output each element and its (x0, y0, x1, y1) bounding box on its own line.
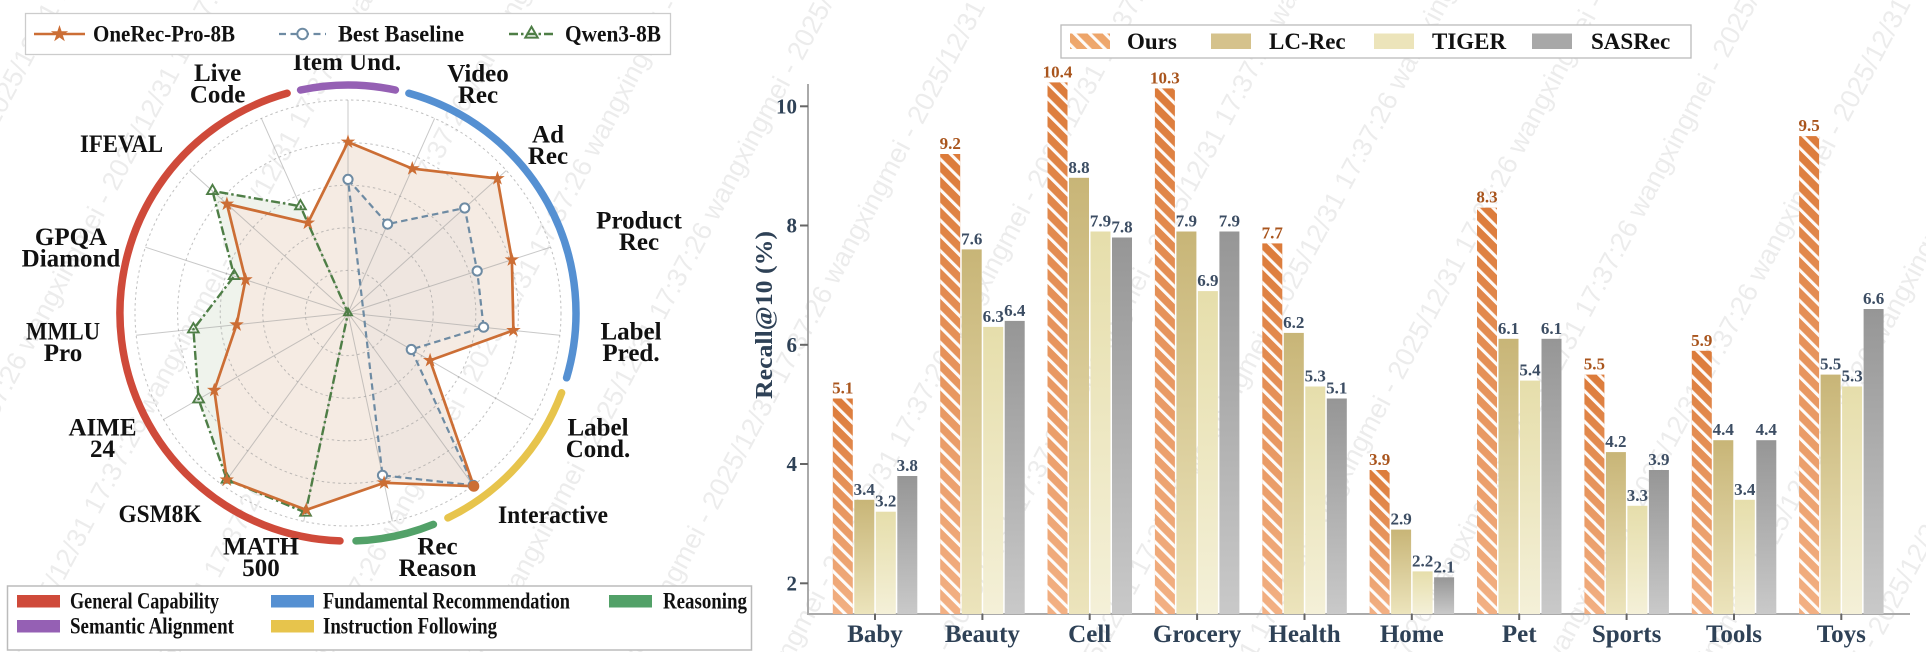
svg-text:5.5: 5.5 (1820, 355, 1841, 374)
svg-text:7.9: 7.9 (1176, 212, 1197, 231)
svg-text:Reasoning: Reasoning (663, 589, 747, 614)
svg-text:5.9: 5.9 (1691, 331, 1712, 350)
svg-text:GPQA: GPQA (35, 224, 107, 251)
svg-text:10: 10 (776, 94, 797, 118)
svg-text:10.4: 10.4 (1043, 62, 1073, 81)
svg-text:7.8: 7.8 (1111, 218, 1132, 237)
svg-text:10.3: 10.3 (1150, 68, 1180, 87)
svg-text:6.3: 6.3 (983, 307, 1004, 326)
svg-text:Diamond: Diamond (22, 245, 121, 272)
svg-text:3.4: 3.4 (854, 480, 876, 499)
svg-text:Tools: Tools (1706, 621, 1762, 648)
svg-text:Toys: Toys (1817, 621, 1866, 648)
svg-text:Ours: Ours (1127, 29, 1177, 54)
svg-text:Fundamental Recommendation: Fundamental Recommendation (323, 589, 570, 614)
svg-text:AIME: AIME (68, 414, 136, 441)
svg-text:3.9: 3.9 (1369, 450, 1390, 469)
svg-text:Pred.: Pred. (602, 340, 659, 367)
svg-text:Cell: Cell (1068, 621, 1111, 648)
svg-text:7.7: 7.7 (1262, 223, 1284, 242)
svg-text:Beauty: Beauty (945, 621, 1021, 648)
svg-text:9.5: 9.5 (1798, 116, 1819, 135)
svg-text:LC-Rec: LC-Rec (1269, 29, 1346, 54)
svg-text:5.3: 5.3 (1305, 367, 1326, 386)
svg-text:Rec: Rec (619, 229, 659, 256)
svg-text:4: 4 (787, 452, 798, 476)
svg-text:Interactive: Interactive (498, 502, 608, 529)
svg-text:8.8: 8.8 (1068, 158, 1089, 177)
svg-text:8.3: 8.3 (1476, 188, 1497, 207)
svg-text:Reason: Reason (399, 555, 477, 582)
svg-text:6.9: 6.9 (1197, 271, 1218, 290)
svg-text:Rec: Rec (458, 82, 498, 109)
svg-text:6.6: 6.6 (1863, 289, 1884, 308)
svg-text:Cond.: Cond. (566, 436, 631, 463)
svg-text:Product: Product (596, 207, 682, 234)
svg-text:Health: Health (1268, 621, 1340, 648)
svg-text:6.2: 6.2 (1283, 313, 1304, 332)
svg-text:4.4: 4.4 (1713, 420, 1735, 439)
svg-text:OneRec-Pro-8B: OneRec-Pro-8B (93, 22, 235, 47)
svg-text:Rec: Rec (417, 534, 457, 561)
svg-text:Instruction Following: Instruction Following (323, 614, 497, 639)
svg-text:Pet: Pet (1502, 621, 1537, 648)
svg-text:Sports: Sports (1592, 621, 1662, 648)
svg-text:Baby: Baby (847, 621, 903, 648)
svg-text:Home: Home (1380, 621, 1444, 648)
svg-text:Label: Label (600, 318, 661, 345)
svg-text:2.1: 2.1 (1433, 557, 1454, 576)
svg-text:3.3: 3.3 (1627, 486, 1648, 505)
svg-text:Best Baseline: Best Baseline (338, 22, 464, 47)
svg-text:Qwen3-8B: Qwen3-8B (565, 22, 661, 47)
svg-text:Grocery: Grocery (1153, 621, 1242, 648)
svg-text:8: 8 (787, 214, 798, 238)
svg-text:5.3: 5.3 (1841, 367, 1862, 386)
svg-text:Label: Label (567, 414, 628, 441)
svg-text:9.2: 9.2 (940, 134, 961, 153)
svg-text:7.9: 7.9 (1090, 212, 1111, 231)
svg-text:6.1: 6.1 (1541, 319, 1562, 338)
svg-text:4.4: 4.4 (1756, 420, 1778, 439)
svg-text:TIGER: TIGER (1432, 29, 1507, 54)
svg-text:2.2: 2.2 (1412, 551, 1433, 570)
svg-text:3.2: 3.2 (875, 492, 896, 511)
svg-text:500: 500 (242, 555, 280, 582)
svg-text:24: 24 (90, 436, 116, 463)
svg-text:6.4: 6.4 (1004, 301, 1026, 320)
svg-text:5.1: 5.1 (832, 379, 853, 398)
svg-text:General Capability: General Capability (70, 589, 219, 614)
svg-text:6: 6 (787, 333, 798, 357)
svg-text:MATH: MATH (223, 534, 299, 561)
svg-text:Video: Video (447, 61, 509, 88)
svg-text:3.9: 3.9 (1648, 450, 1669, 469)
svg-text:MMLU: MMLU (26, 318, 100, 345)
svg-text:2.9: 2.9 (1390, 510, 1411, 529)
svg-text:7.6: 7.6 (961, 229, 982, 248)
svg-text:Recall@10 (%): Recall@10 (%) (752, 231, 778, 399)
svg-text:SASRec: SASRec (1591, 29, 1670, 54)
svg-text:2: 2 (787, 571, 798, 595)
svg-text:Ad: Ad (532, 121, 564, 148)
svg-text:Pro: Pro (44, 340, 82, 367)
svg-text:3.4: 3.4 (1734, 480, 1756, 499)
svg-text:5.5: 5.5 (1584, 355, 1605, 374)
svg-text:Rec: Rec (528, 143, 568, 170)
svg-text:IFEVAL: IFEVAL (80, 131, 163, 158)
svg-text:3.8: 3.8 (897, 456, 918, 475)
svg-text:5.1: 5.1 (1326, 379, 1347, 398)
svg-text:6.1: 6.1 (1498, 319, 1519, 338)
svg-text:Live: Live (194, 60, 241, 87)
svg-text:7.9: 7.9 (1219, 212, 1240, 231)
svg-text:GSM8K: GSM8K (119, 501, 203, 528)
svg-text:4.2: 4.2 (1605, 432, 1626, 451)
svg-text:Code: Code (190, 82, 246, 109)
svg-text:Semantic Alignment: Semantic Alignment (70, 614, 234, 639)
svg-text:5.4: 5.4 (1519, 361, 1541, 380)
